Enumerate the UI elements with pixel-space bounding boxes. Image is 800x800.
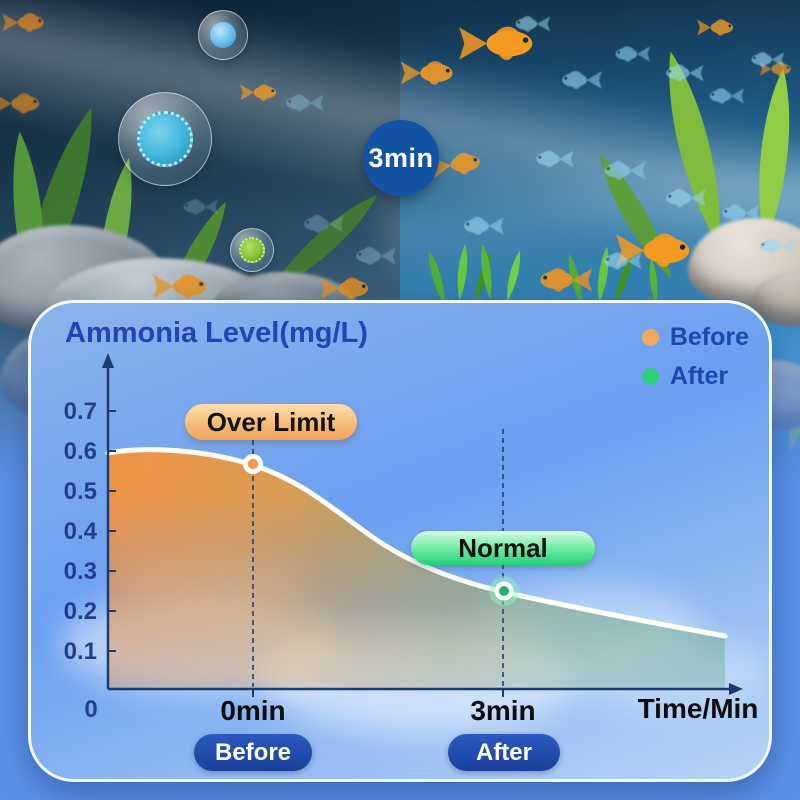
legend-item-after: After xyxy=(641,362,749,391)
before-dot-icon xyxy=(641,329,659,346)
chart-legend: Before After xyxy=(641,323,749,391)
normal-annotation: Normal xyxy=(411,531,595,565)
duration-badge-label: 3min xyxy=(368,142,434,173)
blue-fish xyxy=(600,156,648,185)
blue-fish xyxy=(612,42,652,66)
area-fill xyxy=(108,449,725,688)
y-tick-label: 0.4 xyxy=(63,518,97,545)
blue-fish xyxy=(460,212,506,240)
blue-fish xyxy=(706,84,746,108)
goldfish xyxy=(398,55,458,91)
goldfish xyxy=(695,15,737,40)
blue-fish xyxy=(558,66,604,94)
y-tick-label: 0.7 xyxy=(63,398,97,425)
legend-after-label: After xyxy=(669,362,729,390)
after-phase-badge: After xyxy=(448,734,560,771)
microbe-bubble xyxy=(118,92,212,186)
microbe-bubble xyxy=(230,228,274,272)
blue-fish xyxy=(662,60,706,86)
before-phase-badge: Before xyxy=(194,734,312,771)
duration-badge: 3min xyxy=(363,120,439,196)
goldfish xyxy=(0,88,44,119)
blue-fish xyxy=(756,234,796,258)
blue-fish xyxy=(600,248,644,274)
green-microbe xyxy=(239,237,265,263)
goldfish xyxy=(0,8,48,37)
blue-fish xyxy=(748,48,786,71)
legend-item-before: Before xyxy=(641,323,749,352)
blue-fish xyxy=(532,146,576,172)
y-tick-label: 0.2 xyxy=(63,598,97,625)
over-limit-annotation: Over Limit xyxy=(185,404,357,440)
y-axis-arrow xyxy=(102,353,114,368)
x-axis-title: Time/Min xyxy=(637,693,759,724)
y-tick-label: 0.6 xyxy=(63,438,97,465)
blue-fish xyxy=(180,195,220,219)
y-tick-label: 0.1 xyxy=(63,638,97,665)
chart-title: Ammonia Level(mg/L) xyxy=(65,317,368,349)
goldfish xyxy=(238,80,280,105)
x-axis-arrow xyxy=(729,683,743,695)
legend-before-label: Before xyxy=(669,323,749,351)
goldfish xyxy=(535,262,595,298)
blue-fish xyxy=(512,12,552,36)
blue-fish xyxy=(352,242,398,270)
x-tick-0min: 0min xyxy=(220,695,286,726)
blue-fish xyxy=(282,90,326,116)
data-point-after xyxy=(489,576,519,606)
ammonia-area-chart xyxy=(102,353,743,697)
origin-label: 0 xyxy=(84,696,98,723)
ammonia-curve xyxy=(105,447,728,639)
chart-card: Ammonia Level(mg/L) Before After xyxy=(28,300,772,782)
microbe-bubble xyxy=(198,10,248,60)
y-tick-label: 0.5 xyxy=(63,478,97,505)
y-tick-label: 0.3 xyxy=(63,558,97,585)
blue-virus xyxy=(137,111,193,167)
blue-fish xyxy=(662,184,708,212)
x-tick-3min: 3min xyxy=(470,695,536,726)
data-point-before xyxy=(243,454,263,474)
blue-cell xyxy=(210,22,236,48)
after-dot-icon xyxy=(641,368,659,385)
blue-fish xyxy=(300,210,346,238)
blue-fish xyxy=(718,200,762,226)
